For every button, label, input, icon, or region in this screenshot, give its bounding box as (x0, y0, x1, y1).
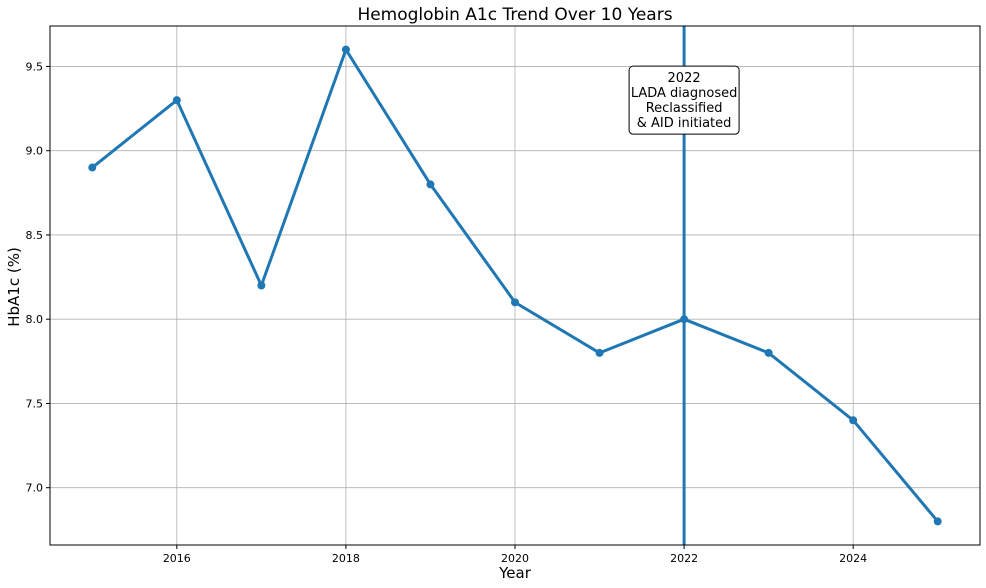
annotation-box (628, 65, 740, 135)
x-tick-label: 2018 (332, 552, 360, 565)
data-point (933, 517, 942, 526)
y-tick-label: 7.5 (26, 397, 44, 410)
data-point (511, 298, 519, 307)
y-tick-label: 7.0 (26, 482, 44, 495)
data-point (172, 96, 181, 105)
x-tick-label: 2022 (670, 552, 698, 565)
y-tick-label: 8.5 (26, 229, 44, 242)
y-tick-label: 8.0 (26, 313, 44, 326)
data-point (764, 348, 773, 357)
data-point (426, 180, 435, 189)
data-point (341, 45, 350, 54)
x-tick-label: 2024 (839, 552, 867, 565)
annotation-line: 2022 (668, 71, 701, 86)
data-point (680, 315, 689, 324)
annotation-line: & AID initiated (637, 116, 732, 131)
annotation-line: Reclassified (646, 101, 723, 116)
plot-frame (49, 25, 981, 546)
y-tick-label: 9.0 (26, 145, 44, 158)
data-point (88, 163, 97, 172)
annotation-line: LADA diagnosed (631, 86, 738, 101)
ticks: 2016 2018 2020 2022 2024 7.0 7.5 8.0 8.5 9.0 9.5 (26, 60, 868, 565)
data-point (595, 348, 604, 357)
x-axis-label: Year (498, 564, 532, 582)
data-point (849, 416, 858, 425)
y-axis-label: HbA1c (%) (5, 247, 23, 327)
x-tick-label: 2016 (163, 552, 191, 565)
x-tick-label: 2020 (501, 552, 529, 565)
grid (50, 26, 980, 545)
series-layer (88, 45, 942, 526)
data-point (257, 281, 266, 290)
y-tick-label: 9.5 (26, 60, 44, 73)
chart-title: Hemoglobin A1c Trend Over 10 Years (357, 5, 672, 25)
